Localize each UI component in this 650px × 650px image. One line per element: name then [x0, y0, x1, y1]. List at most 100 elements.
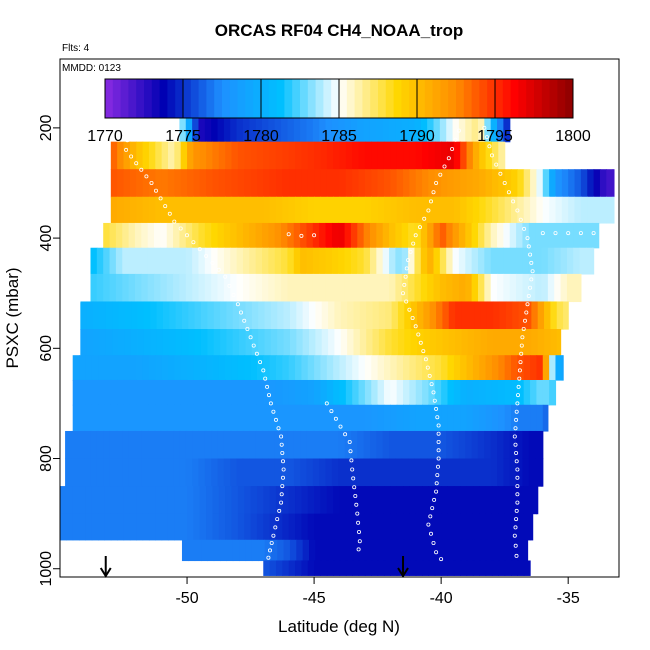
- track-point: [513, 525, 518, 530]
- track-point: [312, 233, 317, 238]
- heatmap-cell: [528, 222, 536, 249]
- heatmap-cell: [217, 222, 225, 249]
- heatmap-cell: [390, 560, 398, 576]
- heatmap-cell: [90, 273, 98, 303]
- heatmap-cell: [91, 355, 99, 381]
- heatmap-cell: [531, 301, 539, 330]
- heatmap-cell: [511, 169, 518, 198]
- heatmap-cell: [536, 379, 544, 406]
- heatmap-cell: [174, 404, 182, 432]
- colorbar-cell: [534, 79, 543, 118]
- heatmap-cell: [504, 196, 512, 224]
- heatmap-cell: [422, 513, 430, 541]
- heatmap-cell: [206, 196, 214, 224]
- heatmap-cell: [344, 115, 352, 143]
- heatmap-cell: [555, 196, 563, 224]
- heatmap-cell: [359, 301, 367, 330]
- heatmap-cell: [328, 329, 336, 356]
- track-point: [489, 153, 494, 158]
- colorbar-cell: [159, 79, 168, 118]
- heatmap-cell: [358, 379, 366, 406]
- heatmap-cell: [262, 458, 269, 487]
- colorbar-cell: [378, 79, 387, 118]
- heatmap-cell: [530, 355, 538, 381]
- track-point: [482, 125, 487, 130]
- heatmap-layer: [90, 247, 595, 275]
- heatmap-cell: [328, 301, 336, 330]
- heatmap-cell: [255, 247, 263, 275]
- heatmap-cell: [185, 273, 193, 303]
- heatmap-cell: [242, 247, 250, 275]
- heatmap-cell: [326, 196, 334, 224]
- heatmap-cell: [460, 513, 468, 541]
- heatmap-cell: [512, 539, 520, 562]
- heatmap-cell: [288, 379, 296, 406]
- heatmap-cell: [509, 458, 517, 487]
- heatmap-cell: [269, 404, 277, 432]
- heatmap-cell: [516, 247, 524, 275]
- y-tick-label: 200: [38, 114, 55, 141]
- track-point: [514, 508, 519, 513]
- heatmap-cell: [212, 355, 220, 381]
- heatmap-cell: [410, 539, 418, 562]
- heatmap-cell: [270, 329, 278, 356]
- heatmap-cell: [212, 141, 220, 170]
- heatmap-cell: [415, 404, 423, 432]
- heatmap-cell: [377, 404, 385, 432]
- heatmap-cell: [122, 458, 130, 487]
- heatmap-cell: [544, 329, 551, 356]
- heatmap-cell: [377, 379, 385, 406]
- heatmap-cell: [207, 329, 215, 356]
- heatmap-cell: [491, 404, 499, 432]
- heatmap-cell: [447, 196, 455, 224]
- heatmap-cell: [217, 273, 225, 303]
- heatmap-cell: [185, 115, 193, 143]
- heatmap-cell: [103, 273, 111, 303]
- heatmap-cell: [281, 273, 289, 303]
- heatmap-cell: [556, 329, 562, 356]
- heatmap-cell: [230, 458, 238, 487]
- heatmap-cell: [428, 513, 436, 541]
- heatmap-cell: [358, 404, 366, 432]
- heatmap-cell: [255, 222, 263, 249]
- heatmap-cell: [579, 222, 587, 249]
- heatmap-cell: [334, 539, 342, 562]
- heatmap-cell: [537, 329, 545, 356]
- heatmap-cell: [199, 513, 207, 541]
- heatmap-cell: [372, 301, 380, 330]
- heatmap-cell: [378, 329, 386, 356]
- heatmap-cell: [331, 458, 339, 487]
- heatmap-cell: [167, 513, 175, 541]
- heatmap-cell: [160, 247, 168, 275]
- heatmap-cell: [466, 141, 474, 170]
- heatmap-cell: [333, 486, 341, 515]
- heatmap-cell: [293, 430, 301, 460]
- heatmap-cell: [212, 196, 220, 224]
- heatmap-cell: [497, 273, 504, 303]
- heatmap-cell: [187, 486, 194, 515]
- heatmap-cell: [282, 404, 290, 432]
- heatmap-cell: [160, 222, 168, 249]
- heatmap-cell: [428, 560, 436, 576]
- heatmap-cell: [420, 247, 428, 275]
- track-point: [515, 500, 520, 505]
- heatmap-cell: [232, 329, 240, 356]
- heatmap-cell: [441, 355, 449, 381]
- heatmap-cell: [503, 247, 511, 275]
- track-point: [456, 128, 461, 133]
- heatmap-cell: [199, 379, 207, 406]
- heatmap-cell: [142, 196, 150, 224]
- heatmap-cell: [333, 355, 341, 381]
- heatmap-cell: [333, 513, 341, 541]
- heatmap-cell: [199, 404, 207, 432]
- heatmap-cell: [295, 404, 302, 432]
- heatmap-cell: [436, 301, 443, 330]
- heatmap-cell: [541, 430, 544, 460]
- heatmap-cell: [485, 196, 493, 224]
- heatmap-cell: [112, 329, 120, 356]
- heatmap-cell: [275, 169, 283, 198]
- heatmap-cell: [262, 115, 269, 143]
- track-point: [63, 357, 68, 362]
- heatmap-cell: [395, 273, 403, 303]
- heatmap-cell: [350, 222, 358, 249]
